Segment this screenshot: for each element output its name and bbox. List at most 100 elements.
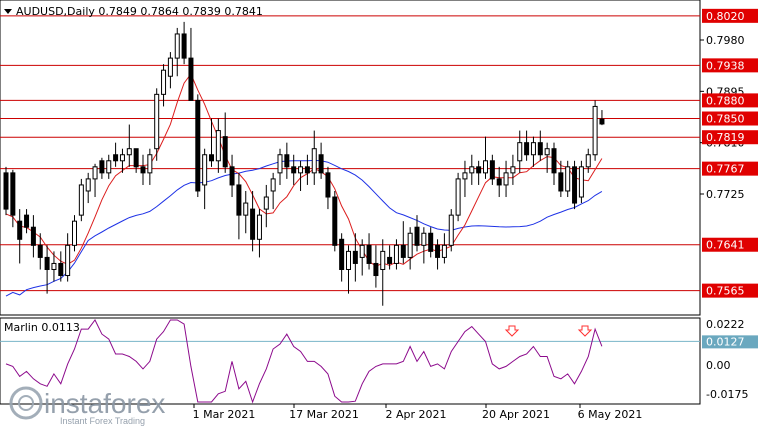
candle (291, 154, 297, 185)
candle-body (78, 184, 84, 216)
date-tick-label: 17 Mar 2021 (289, 408, 359, 421)
level-label-bg (702, 161, 758, 176)
candle-body (256, 214, 262, 240)
candle (243, 190, 249, 234)
candle (161, 64, 167, 107)
candle (441, 233, 447, 264)
candle-body (387, 256, 393, 264)
candle-body (24, 214, 30, 228)
dropdown-triangle-icon[interactable] (4, 9, 12, 14)
candle (359, 239, 365, 276)
candle-body (565, 166, 571, 192)
candle (537, 130, 543, 161)
level-label: 0.7938 (706, 59, 745, 72)
candle-body (72, 220, 77, 246)
candle-body (489, 160, 495, 180)
candle-body (428, 232, 434, 252)
moving-averages (5, 73, 603, 297)
candle (263, 184, 269, 228)
candle (209, 118, 214, 167)
candle (585, 148, 591, 173)
candle (462, 160, 468, 198)
candle-body (291, 166, 297, 174)
candle-body (393, 244, 399, 264)
candle (496, 166, 502, 198)
candle-body (126, 148, 132, 156)
candle-body (311, 148, 317, 174)
brand-tagline: Instant Forex Trading (60, 416, 145, 426)
candle (524, 130, 530, 161)
candle-body (318, 154, 324, 174)
candle-body (37, 244, 43, 258)
candle (304, 154, 310, 185)
candle (58, 251, 64, 282)
candle (489, 154, 495, 185)
candle-body (585, 154, 591, 168)
indicator-title: Marlin 0.0113 (4, 321, 80, 334)
candle-body (222, 136, 228, 168)
candle-body (346, 250, 351, 270)
candle (78, 178, 84, 222)
candle (558, 160, 564, 198)
candle (572, 160, 578, 210)
candle-body (517, 142, 523, 162)
candle (181, 21, 187, 65)
candle-body (167, 57, 173, 77)
candle-body (503, 172, 509, 186)
candle-body (339, 238, 345, 270)
candle (236, 172, 242, 240)
candle-body (188, 57, 194, 101)
candle-body (119, 154, 125, 162)
candle (407, 227, 413, 270)
candle-body (92, 166, 98, 180)
level-label-bg (702, 8, 758, 23)
indicator-tick-zero: 0.00 (706, 359, 731, 372)
candle (147, 148, 153, 185)
candle (455, 172, 461, 222)
candle (517, 130, 523, 173)
candle-body (113, 154, 119, 162)
level-label: 0.8020 (706, 10, 745, 23)
candle (414, 215, 420, 252)
candle-body (414, 226, 420, 246)
candle-body (209, 154, 214, 162)
candle-body (483, 160, 488, 174)
ma-red-line (5, 73, 603, 267)
candle (126, 124, 132, 167)
candle-body (332, 196, 338, 246)
candle (229, 154, 235, 198)
candle (85, 172, 91, 204)
candle-body (359, 244, 365, 258)
candle-body (421, 232, 427, 246)
candle (503, 160, 509, 198)
candle-body (572, 166, 578, 204)
candle-body (250, 208, 256, 240)
candle-body (496, 178, 502, 186)
level-label-bg (702, 111, 758, 126)
price-tick-label: 0.7980 (706, 34, 745, 47)
date-axis: 1 Mar 2021 17 Mar 2021 2 Apr 2021 20 Apr 20… (193, 404, 642, 421)
candle (30, 215, 36, 258)
candle-body (65, 244, 71, 277)
candle-body (524, 142, 530, 156)
candle (332, 190, 338, 252)
candle (325, 166, 331, 210)
indicator-tick-top: 0.0222 (706, 318, 745, 331)
candle (284, 142, 290, 179)
candle (92, 163, 98, 198)
price-tick-label: 0.7725 (706, 188, 745, 201)
level-label: 0.7641 (706, 239, 745, 252)
candle-body (435, 244, 441, 258)
candle-body (10, 172, 16, 216)
candle-body (476, 166, 482, 174)
indicator-current-label: 0.0127 (706, 335, 745, 348)
level-label-bg (702, 58, 758, 73)
candle (167, 52, 173, 89)
candle-body (448, 214, 454, 246)
candle (428, 227, 434, 258)
candle (44, 245, 50, 294)
candle (195, 94, 201, 198)
candle (140, 154, 146, 185)
candle (565, 160, 571, 198)
